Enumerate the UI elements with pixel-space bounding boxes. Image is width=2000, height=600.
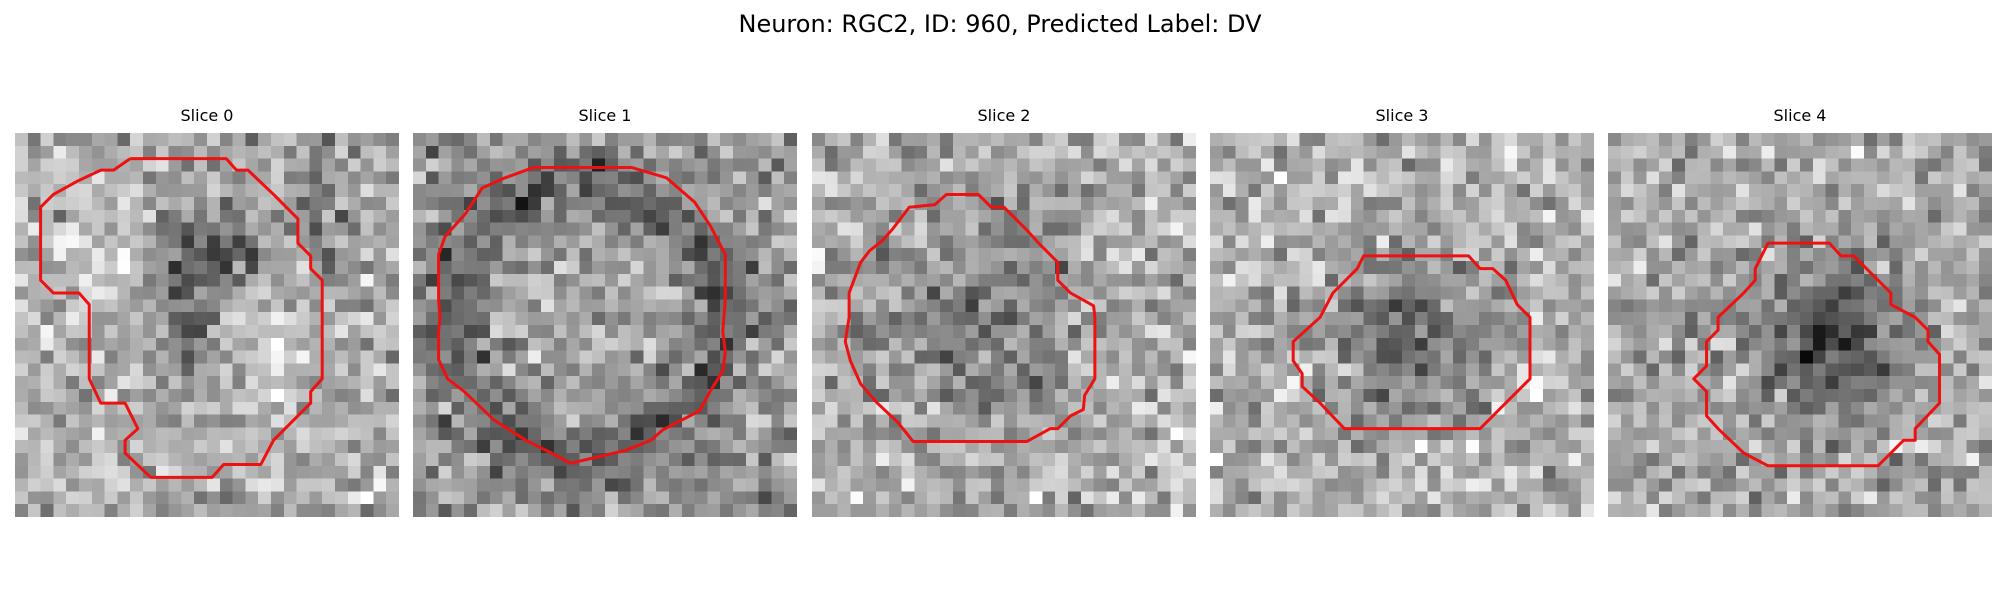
- slice-title-3: Slice 3: [1375, 106, 1429, 125]
- slice-contour-overlay-0: [15, 133, 399, 517]
- slice-title-4: Slice 4: [1773, 106, 1827, 125]
- figure-title: Neuron: RGC2, ID: 960, Predicted Label: …: [738, 10, 1262, 38]
- slice-panel-1: Slice 1: [413, 104, 797, 517]
- roi-contour-0: [41, 159, 323, 478]
- slice-title-1: Slice 1: [578, 106, 632, 125]
- slice-panel-4: Slice 4: [1608, 104, 1992, 517]
- roi-contour-4: [1694, 243, 1940, 466]
- slice-title-2: Slice 2: [977, 106, 1031, 125]
- slice-image-2: [812, 133, 1196, 517]
- slice-image-0: [15, 133, 399, 517]
- slice-title-0: Slice 0: [180, 106, 234, 125]
- roi-contour-3: [1293, 256, 1530, 429]
- slice-contour-overlay-1: [413, 133, 797, 517]
- slice-contour-overlay-3: [1210, 133, 1594, 517]
- slice-image-4: [1608, 133, 1992, 517]
- slice-contour-overlay-4: [1608, 133, 1992, 517]
- slice-contour-overlay-2: [812, 133, 1196, 517]
- slice-panel-3: Slice 3: [1210, 104, 1594, 517]
- slice-panel-0: Slice 0: [15, 104, 399, 517]
- roi-contour-2: [845, 194, 1095, 441]
- roi-contour-1: [439, 168, 726, 464]
- slice-panel-2: Slice 2: [812, 104, 1196, 517]
